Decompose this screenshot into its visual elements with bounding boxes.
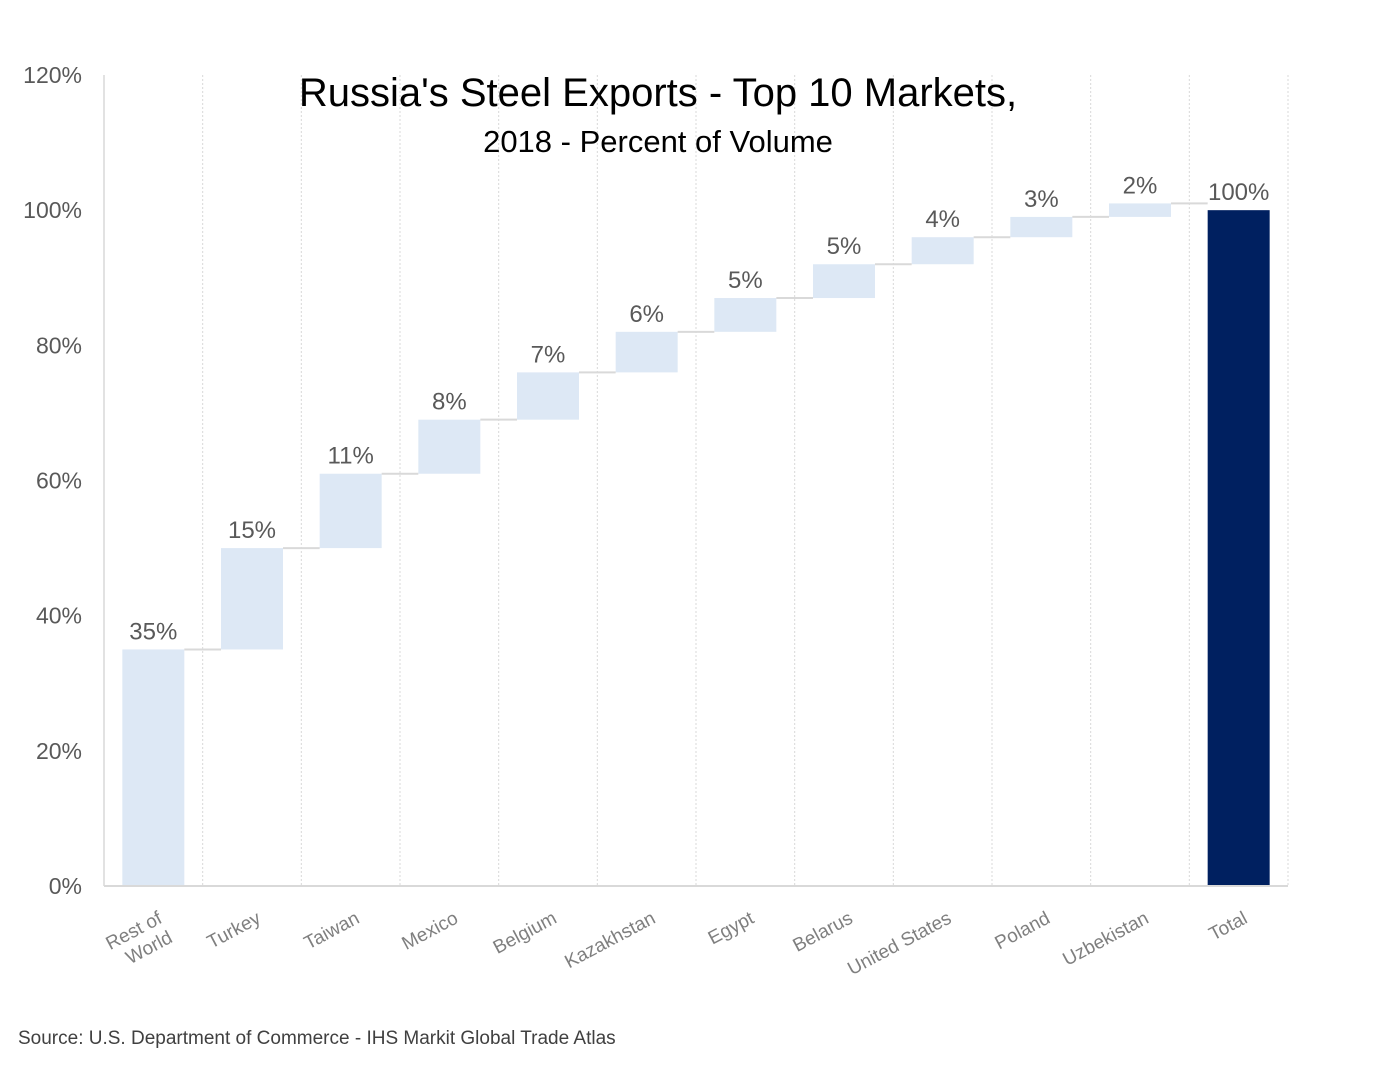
x-tick-label: Total <box>1206 908 1251 945</box>
x-tick-label: United States <box>844 908 955 980</box>
bar-poland <box>1010 216 1073 238</box>
y-tick-label: 80% <box>36 332 82 358</box>
bar-egypt <box>714 298 777 332</box>
x-tick-label: Poland <box>992 908 1054 954</box>
y-tick-label: 60% <box>36 468 82 494</box>
bar-uzbekistan <box>1109 203 1171 217</box>
bar-belarus <box>813 264 875 299</box>
x-tick-label: Belgium <box>490 908 560 959</box>
bars <box>122 203 1270 886</box>
data-label: 6% <box>629 301 664 328</box>
data-labels: 35% 15% 11% 8% 7% 6% 5% 5% 4% 3% 2% 100% <box>129 172 1269 645</box>
x-tick-label: Taiwan <box>301 908 363 954</box>
bar-belgium <box>517 372 579 420</box>
data-label: 3% <box>1024 186 1059 213</box>
chart-title: Russia's Steel Exports - Top 10 Markets, <box>299 71 1017 115</box>
bar-united-states <box>911 237 974 265</box>
x-tick-label: Uzbekistan <box>1059 908 1152 971</box>
data-label: 4% <box>925 206 960 233</box>
y-tick-label: 20% <box>36 738 82 764</box>
y-tick-label: 120% <box>23 62 82 88</box>
x-tick-label: Mexico <box>399 908 462 955</box>
x-tick-label: Belarus <box>790 908 857 957</box>
bar-total <box>1207 210 1270 886</box>
bar-taiwan <box>319 473 382 549</box>
x-tick-label: Kazakhstan <box>561 908 659 973</box>
axes: 0% 20% 40% 60% 80% 100% 120% Rest ofWorld Turkey… <box>23 62 1288 980</box>
data-label: 15% <box>228 517 276 544</box>
bar-kazakhstan <box>615 331 678 373</box>
connector-lines <box>184 202 1208 651</box>
data-label: 11% <box>328 443 374 470</box>
data-label: 5% <box>728 267 763 294</box>
data-label: 7% <box>531 341 566 368</box>
chart-subtitle: 2018 - Percent of Volume <box>483 124 833 159</box>
data-label: 100% <box>1208 179 1269 206</box>
bar-rest-of-world <box>122 649 185 886</box>
data-label: 2% <box>1123 172 1158 199</box>
y-tick-label: 0% <box>49 873 82 899</box>
bar-mexico <box>418 419 481 474</box>
grid-lines <box>103 75 1289 886</box>
y-tick-label: 100% <box>23 197 82 223</box>
source-note: Source: U.S. Department of Commerce - IH… <box>18 1028 616 1049</box>
x-tick-label: Turkey <box>204 908 265 954</box>
x-tick-label: Rest ofWorld <box>103 908 177 975</box>
x-tick-label: Egypt <box>705 908 758 950</box>
data-label: 35% <box>129 618 177 645</box>
data-label: 5% <box>827 233 862 260</box>
data-label: 8% <box>432 389 467 416</box>
bar-turkey <box>221 548 283 650</box>
y-tick-label: 40% <box>36 603 82 629</box>
